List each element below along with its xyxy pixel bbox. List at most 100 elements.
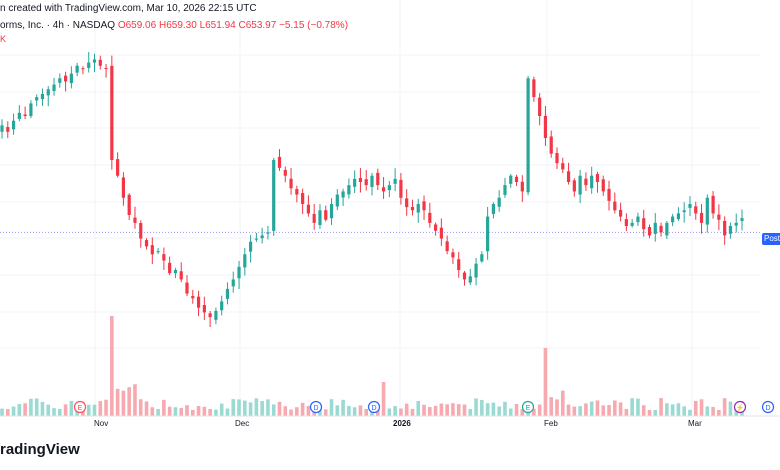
candle-body bbox=[705, 197, 709, 225]
x-tick-mar: Mar bbox=[688, 419, 702, 428]
candle-body bbox=[584, 178, 588, 186]
volume-bar bbox=[260, 400, 264, 416]
candle-body bbox=[497, 197, 501, 207]
candle-body bbox=[353, 178, 357, 187]
candle-body bbox=[81, 68, 85, 70]
volume-bar bbox=[58, 409, 62, 416]
volume-bar bbox=[445, 404, 449, 416]
volume-bar bbox=[46, 404, 51, 416]
event-marker-label: E bbox=[526, 405, 531, 412]
volume-bar bbox=[214, 409, 218, 416]
volume-bar bbox=[705, 406, 710, 416]
volume-bar bbox=[641, 405, 646, 416]
candle-body bbox=[532, 79, 536, 98]
symbol-legend: orms, Inc. · 4h · NASDAQ O659.06 H659.30… bbox=[0, 20, 348, 31]
event-marker-circle bbox=[73, 400, 87, 414]
candle-body bbox=[474, 263, 478, 278]
volume-bar bbox=[381, 382, 386, 416]
volume-bar bbox=[722, 398, 727, 416]
candle-body bbox=[711, 195, 715, 214]
volume-bar bbox=[711, 407, 715, 416]
candle-body bbox=[202, 305, 206, 313]
volume-bar bbox=[717, 409, 721, 416]
volume-bar bbox=[115, 388, 120, 416]
candle-body bbox=[538, 97, 542, 116]
candle-body bbox=[156, 251, 160, 253]
volume-bar bbox=[549, 397, 554, 416]
candle-body bbox=[335, 194, 339, 207]
volume-bar bbox=[491, 402, 496, 416]
x-tick-dec: Dec bbox=[235, 419, 250, 428]
candle-body bbox=[98, 59, 102, 66]
candle-body bbox=[555, 152, 559, 164]
candle-body bbox=[23, 114, 27, 116]
volume-bars bbox=[0, 316, 744, 416]
candle-body bbox=[433, 224, 438, 231]
volume-bar bbox=[92, 404, 97, 416]
event-marker: ⚡ bbox=[733, 400, 747, 414]
candle-body bbox=[653, 222, 657, 234]
candle-body bbox=[266, 232, 270, 234]
candle-body bbox=[566, 171, 571, 182]
volume-bar bbox=[508, 408, 513, 416]
candle-body bbox=[636, 216, 640, 223]
volume-bar bbox=[670, 404, 675, 416]
volume-bar bbox=[566, 404, 571, 416]
candle-body bbox=[416, 204, 420, 213]
candle-body bbox=[254, 238, 258, 240]
volume-bar bbox=[456, 404, 461, 416]
volume-bar bbox=[283, 406, 288, 416]
volume-bar bbox=[219, 403, 224, 416]
open-value: O659.06 bbox=[117, 20, 157, 31]
post-price-badge: Post bbox=[762, 233, 780, 245]
volume-bar bbox=[104, 399, 108, 416]
volume-bar bbox=[618, 402, 623, 416]
volume-bar bbox=[532, 408, 536, 416]
volume-bar bbox=[480, 399, 484, 416]
volume-bar bbox=[347, 405, 351, 416]
volume-bar bbox=[29, 398, 33, 416]
volume-bar bbox=[514, 404, 519, 416]
volume-bar bbox=[306, 405, 311, 416]
candle-body bbox=[607, 188, 611, 201]
candle-body bbox=[572, 180, 576, 192]
event-marker-label: D bbox=[313, 405, 318, 412]
candle-body bbox=[549, 136, 553, 154]
candle-body bbox=[341, 191, 345, 198]
candle-body bbox=[717, 214, 721, 220]
candle-body bbox=[116, 159, 120, 176]
volume-bar bbox=[474, 398, 478, 416]
volume-bar bbox=[150, 407, 155, 416]
candle-body bbox=[69, 73, 73, 84]
candle-body bbox=[578, 175, 582, 195]
volume-bar bbox=[560, 390, 565, 416]
candle-body bbox=[676, 213, 681, 220]
volume-bar bbox=[289, 409, 293, 416]
volume-bar bbox=[352, 407, 357, 416]
volume-bar bbox=[17, 404, 22, 416]
volume-bar bbox=[688, 409, 692, 416]
volume-bar bbox=[497, 406, 501, 416]
candle-body bbox=[462, 272, 467, 280]
candle-body bbox=[601, 179, 605, 192]
volume-bar bbox=[144, 401, 149, 416]
candle-body bbox=[208, 313, 212, 318]
candle-body bbox=[364, 179, 368, 186]
event-marker-circle bbox=[521, 400, 535, 414]
candle-body bbox=[503, 185, 507, 195]
volume-bar bbox=[156, 409, 160, 416]
volume-bar bbox=[86, 404, 91, 416]
volume-bar bbox=[422, 404, 426, 416]
x-tick-nov: Nov bbox=[94, 419, 109, 428]
volume-bar bbox=[34, 398, 39, 416]
volume-bar bbox=[584, 403, 588, 416]
volume-bar bbox=[225, 408, 230, 416]
candle-body bbox=[104, 68, 108, 70]
candle-body bbox=[29, 103, 33, 117]
event-marker-circle bbox=[367, 400, 381, 414]
candle-body bbox=[191, 296, 195, 299]
volume-bar bbox=[179, 408, 184, 416]
volume-bar bbox=[543, 348, 548, 416]
candle-body bbox=[671, 216, 675, 223]
